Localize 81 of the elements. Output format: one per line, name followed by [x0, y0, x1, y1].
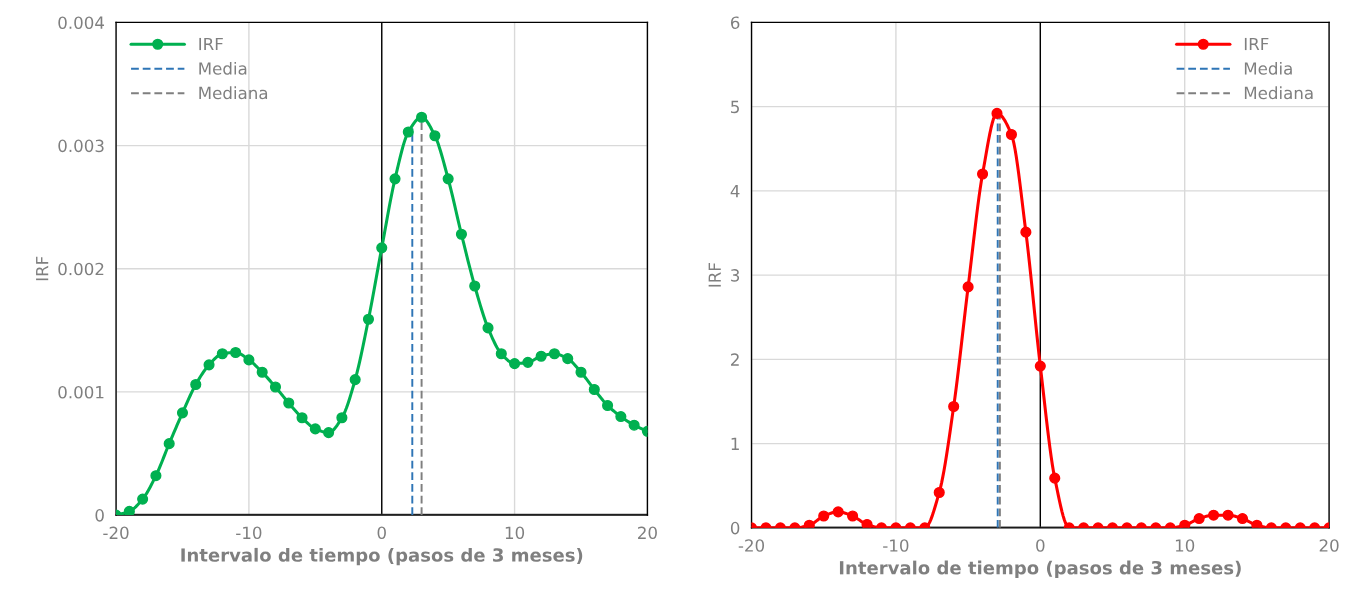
- point: [416, 111, 428, 123]
- point: [562, 353, 574, 365]
- point: [482, 322, 494, 334]
- point: [509, 358, 521, 370]
- y-tick-label: 0.002: [58, 262, 104, 276]
- y-axis-title: IRF: [708, 263, 721, 287]
- y-tick-label: 0: [95, 509, 104, 522]
- point: [216, 348, 228, 360]
- point: [535, 350, 547, 362]
- point: [256, 366, 268, 378]
- point: [349, 374, 361, 386]
- y-tick-label: 3: [731, 269, 740, 282]
- point: [1179, 519, 1191, 528]
- y-tick-label: 0.001: [58, 385, 104, 399]
- point: [602, 399, 614, 412]
- legend-label: Media: [1244, 61, 1292, 75]
- point: [243, 354, 255, 366]
- legend-label: IRF: [1244, 37, 1269, 51]
- x-tick-label: -10: [883, 539, 909, 552]
- x-tick-label: -20: [103, 526, 129, 540]
- point: [376, 242, 388, 254]
- x-tick-label: 0: [1036, 539, 1045, 552]
- point: [575, 366, 587, 378]
- point: [522, 356, 534, 368]
- y-tick-label: 0.003: [58, 139, 104, 153]
- point: [230, 346, 242, 359]
- point: [176, 407, 189, 419]
- legend-label: Media: [199, 61, 247, 75]
- x-tick-label: -10: [236, 526, 262, 540]
- point: [203, 359, 215, 371]
- y-tick-label: 1: [731, 437, 739, 450]
- point: [283, 397, 295, 409]
- x-tick-label: 20: [638, 526, 657, 540]
- point: [323, 427, 335, 439]
- y-tick-label: 4: [730, 185, 740, 198]
- point: [336, 412, 348, 424]
- point: [615, 411, 627, 423]
- y-tick-label: 6: [730, 16, 740, 29]
- point: [190, 378, 202, 391]
- point: [455, 228, 468, 240]
- point: [309, 423, 321, 435]
- point: [1034, 360, 1046, 372]
- legend-label: Mediana: [1244, 86, 1313, 100]
- point: [389, 173, 401, 185]
- point: [548, 348, 560, 360]
- point: [1005, 128, 1017, 141]
- x-tick-label: 10: [505, 526, 525, 540]
- x-axis-title: Intervalo de tiempo (pasos de 3 meses): [839, 560, 1241, 579]
- point: [163, 438, 175, 450]
- point: [137, 493, 149, 505]
- point: [861, 518, 873, 528]
- x-tick-label: 20: [1319, 539, 1339, 552]
- point: [123, 505, 135, 516]
- point: [362, 313, 375, 325]
- x-axis-title: Intervalo de tiempo (pasos de 3 meses): [181, 547, 583, 566]
- point: [1251, 519, 1263, 528]
- point: [948, 400, 960, 413]
- y-tick-label: 0.004: [58, 16, 105, 29]
- point: [588, 383, 600, 396]
- point: [469, 280, 481, 292]
- y-tick-label: 2: [731, 353, 739, 366]
- x-tick-label: -20: [738, 539, 765, 552]
- legend-label: Mediana: [199, 86, 268, 100]
- point: [296, 412, 308, 424]
- y-axis-title: IRF: [36, 256, 49, 281]
- point: [1020, 226, 1032, 238]
- point: [803, 519, 815, 528]
- x-tick-label: 10: [1175, 539, 1195, 552]
- point: [991, 107, 1003, 119]
- point: [442, 173, 454, 185]
- point: [962, 281, 974, 293]
- point: [429, 130, 441, 142]
- point: [977, 168, 989, 180]
- legend-label: IRF: [199, 37, 223, 51]
- y-tick-label: 5: [731, 100, 739, 114]
- point: [628, 419, 640, 431]
- x-tick-label: 0: [377, 526, 386, 540]
- point: [495, 348, 507, 360]
- point: [402, 126, 414, 138]
- point: [269, 381, 282, 393]
- point: [150, 470, 162, 482]
